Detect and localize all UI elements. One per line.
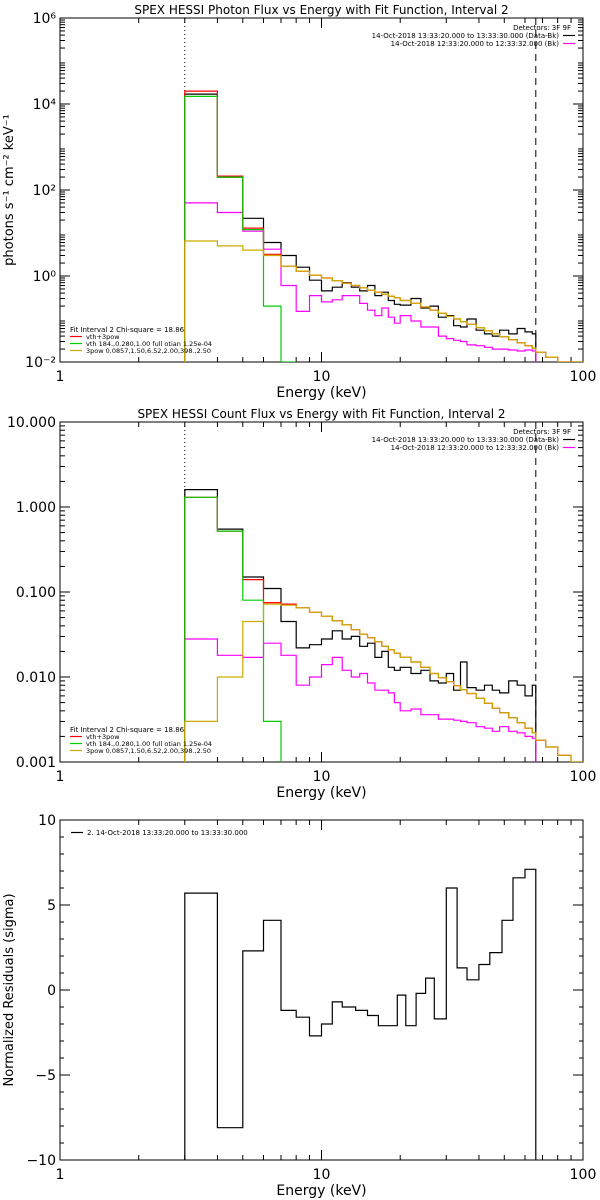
plot-frame — [59, 17, 584, 363]
y-tick-label: 0 — [47, 983, 56, 999]
y-tick-label: 10⁻² — [25, 355, 56, 371]
y-tick-label: 1.000 — [16, 500, 56, 516]
x-axis-label: Energy (keV) — [276, 785, 366, 801]
x-tick-label: 1 — [56, 1167, 65, 1183]
legend-entry-label: vth 184.,0.280,1.00 full otian 1.25e-04 — [86, 740, 212, 748]
series-total-line — [184, 90, 583, 362]
legend-entry-label: 3pow 0.0857,1.50,6.52,2.00,398.,2.50 — [86, 747, 211, 755]
plot-area — [184, 90, 583, 362]
legend-header: Fit Interval 2 Chi-square = 18.86 — [70, 726, 185, 734]
x-tick-label: 100 — [570, 369, 597, 385]
photon-flux-panel: SPEX HESSI Photon Flux vs Energy with Fi… — [2, 3, 596, 401]
series-background-line — [184, 202, 537, 362]
legend-entry-label: 14-Oct-2018 12:33:20.000 to 12:33:32.000… — [391, 444, 560, 452]
x-axis-label: Energy (keV) — [276, 385, 366, 401]
x-tick-label: 10 — [313, 369, 331, 385]
legend-header: Fit Interval 2 Chi-square = 18.86 — [70, 326, 185, 334]
legend-header: Detectors: 3F 9F — [513, 428, 571, 436]
legend-entry-label: vth+3pow — [86, 733, 120, 741]
y-tick-label: 10⁶ — [33, 11, 57, 27]
y-tick-label: 0.100 — [16, 585, 56, 601]
legend-bottom: Fit Interval 2 Chi-square = 18.86vth+3po… — [70, 726, 212, 755]
x-tick-label: 100 — [570, 769, 597, 785]
legend-entry-label: 14-Oct-2018 12:33:20.000 to 12:33:32.000… — [391, 40, 560, 48]
y-axis: −10 −5 0 5 10 — [26, 813, 583, 1169]
y-tick-label: 5 — [47, 898, 56, 914]
y-tick-label: 10⁴ — [33, 97, 57, 113]
x-axis: 1 10 100 — [56, 422, 597, 785]
series-powerlaw-line — [184, 603, 583, 762]
legend-entry-label: vth 184.,0.280,1.00 full otian 1.25e-04 — [86, 340, 212, 348]
series-data-line — [184, 93, 537, 362]
plot-area — [184, 489, 583, 762]
x-tick-label: 10 — [313, 769, 331, 785]
x-axis-label: Energy (keV) — [276, 1183, 366, 1199]
legend-entry-label: 3pow 0.0857,1.50,6.52,2.00,398.,2.50 — [86, 347, 211, 355]
legend-entry-label: vth+3pow — [86, 333, 120, 341]
series-data-line — [184, 868, 537, 1160]
chart-title: SPEX HESSI Photon Flux vs Energy with Fi… — [134, 3, 508, 17]
y-tick-label: 10 — [38, 813, 56, 829]
y-tick-label: 0.001 — [16, 755, 56, 771]
residuals-panel: 1 10 100 Energy (keV) −10 −5 0 5 10 Normalized Re… — [2, 813, 596, 1199]
series-vth-line — [184, 496, 282, 762]
chart-title: SPEX HESSI Count Flux vs Energy with Fit… — [137, 407, 505, 421]
series-vth-line — [184, 95, 297, 362]
plot-area — [184, 868, 537, 1160]
legend-entry-label: 14-Oct-2018 13:33:20.000 to 13:33:30.000… — [372, 32, 560, 40]
series-data-line — [184, 489, 537, 762]
legend-entry-label: 2. 14-Oct-2018 13:33:20.000 to 13:33:30.… — [87, 829, 248, 837]
x-axis: 1 10 100 — [56, 18, 597, 385]
y-axis: 0.001 0.010 0.100 1.000 10.000 — [7, 415, 583, 771]
y-tick-label: −5 — [35, 1068, 56, 1084]
x-axis: 1 10 100 — [56, 820, 597, 1183]
x-tick-label: 1 — [56, 369, 65, 385]
plot-frame — [59, 421, 584, 763]
y-tick-label: 0.010 — [16, 670, 56, 686]
plot-frame — [59, 819, 584, 1161]
y-axis: 10⁻² 10⁰ 10² 10⁴ 10⁶ — [25, 11, 583, 371]
legend-top: 2. 14-Oct-2018 13:33:20.000 to 13:33:30.… — [71, 829, 248, 837]
series-powerlaw-line — [184, 240, 583, 362]
legend-header: Detectors: 3F 9F — [513, 24, 571, 32]
series-background-line — [184, 638, 537, 762]
y-axis-label: Normalized Residuals (sigma) — [2, 893, 17, 1086]
x-tick-label: 10 — [313, 1167, 331, 1183]
y-axis-label: photons s⁻¹ cm⁻² keV⁻¹ — [2, 114, 17, 266]
x-tick-label: 1 — [56, 769, 65, 785]
y-tick-label: 10² — [33, 183, 56, 199]
count-flux-panel: SPEX HESSI Count Flux vs Energy with Fit… — [7, 407, 596, 801]
legend-bottom: Fit Interval 2 Chi-square = 18.86vth+3po… — [70, 326, 212, 355]
legend-entry-label: 14-Oct-2018 13:33:20.000 to 13:33:30.000… — [372, 436, 560, 444]
x-tick-label: 100 — [570, 1167, 597, 1183]
y-tick-label: 10.000 — [7, 415, 56, 431]
y-tick-label: 10⁰ — [33, 269, 57, 285]
y-tick-label: −10 — [26, 1153, 56, 1169]
